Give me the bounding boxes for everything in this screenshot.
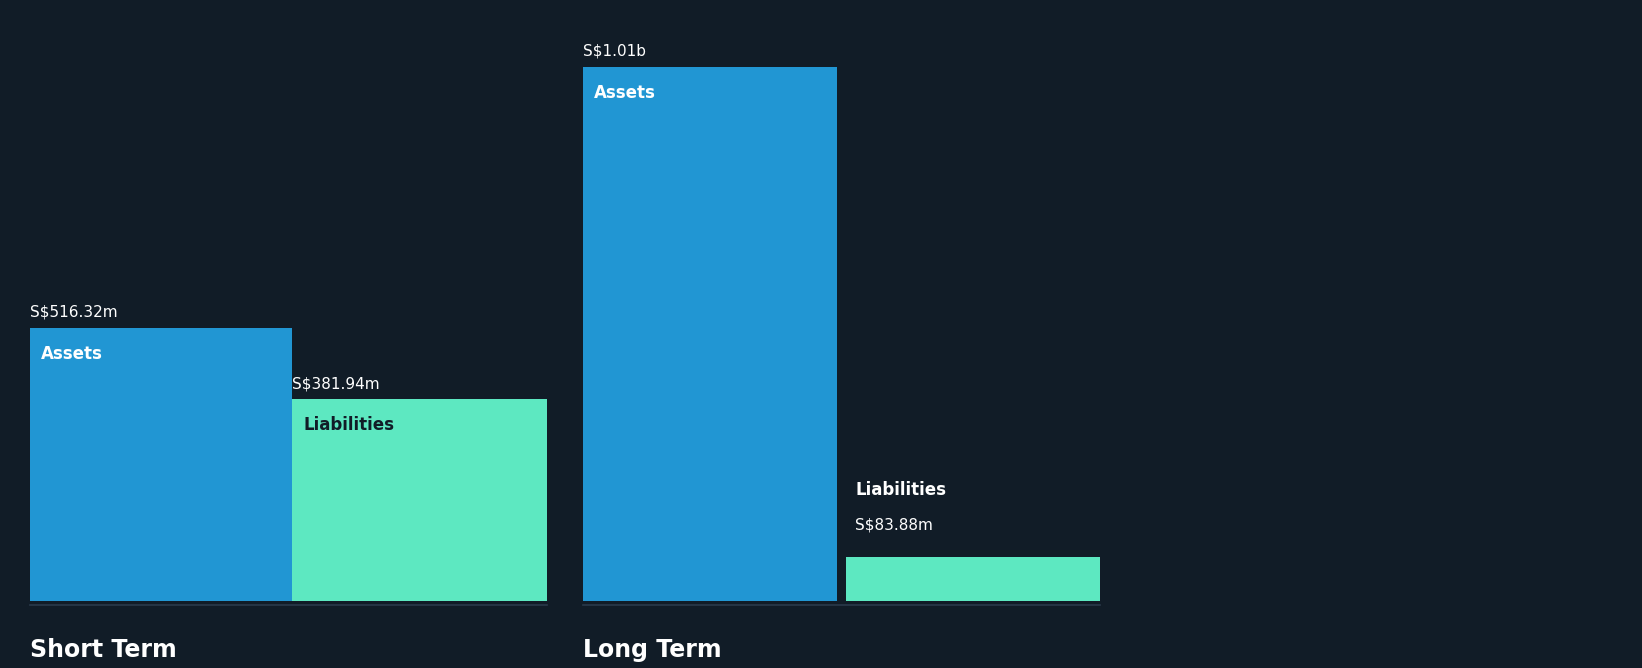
Text: Liabilities: Liabilities	[855, 481, 946, 499]
FancyBboxPatch shape	[30, 328, 292, 601]
Text: Assets: Assets	[41, 345, 103, 363]
FancyBboxPatch shape	[583, 67, 837, 601]
FancyBboxPatch shape	[292, 399, 547, 601]
Text: S$83.88m: S$83.88m	[855, 517, 933, 532]
Text: S$381.94m: S$381.94m	[292, 376, 379, 391]
Text: S$1.01b: S$1.01b	[583, 44, 645, 59]
Text: Long Term: Long Term	[583, 638, 721, 662]
FancyBboxPatch shape	[846, 557, 1100, 601]
Text: Liabilities: Liabilities	[304, 415, 394, 434]
Text: Assets: Assets	[594, 84, 657, 102]
Text: S$516.32m: S$516.32m	[30, 305, 117, 320]
Text: Short Term: Short Term	[30, 638, 176, 662]
